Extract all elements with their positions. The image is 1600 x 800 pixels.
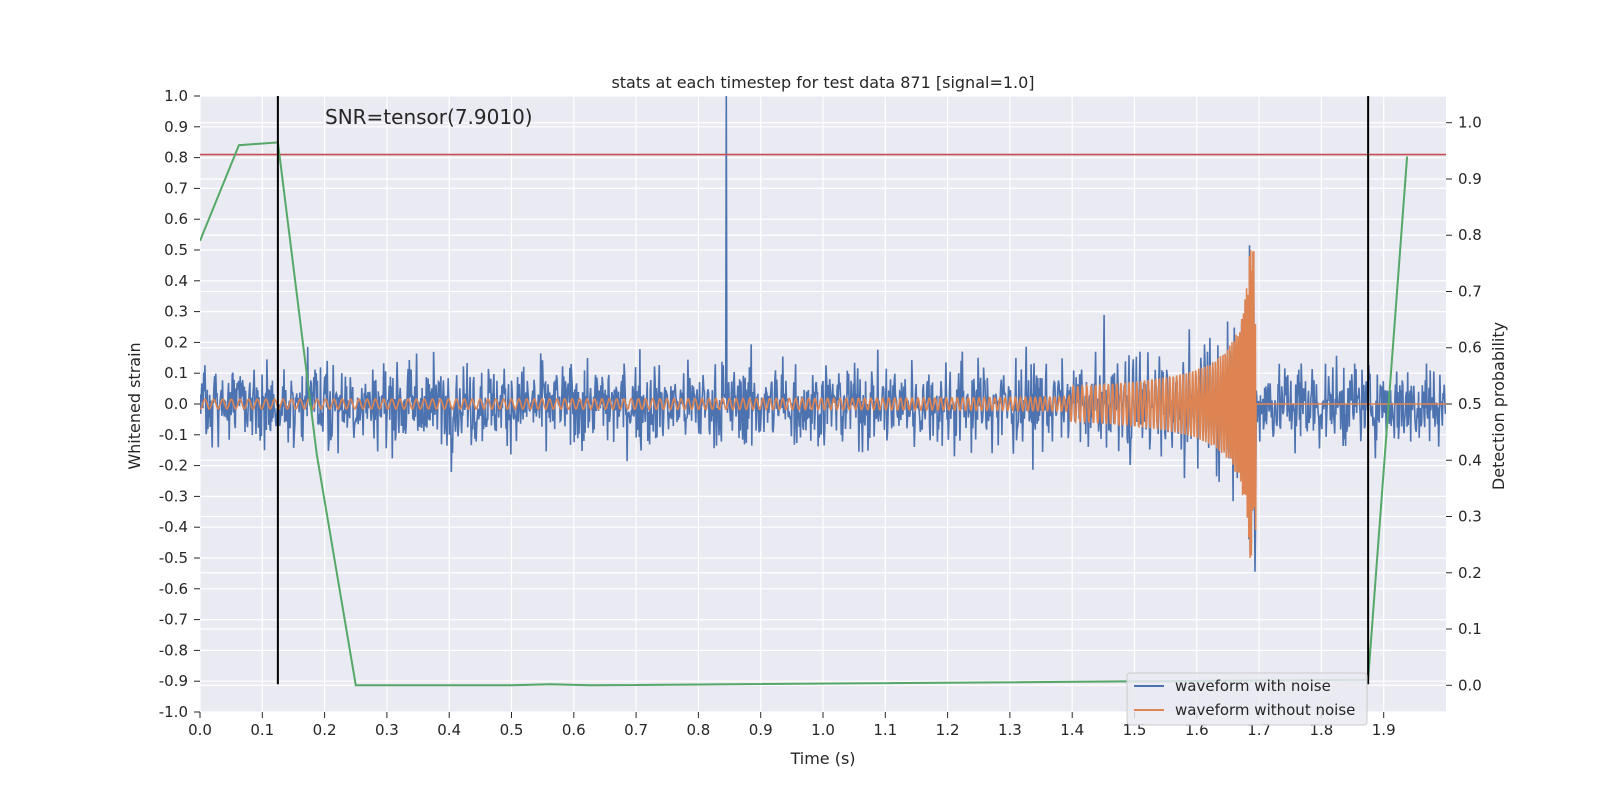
right-tick-label: 0.9: [1458, 170, 1482, 188]
right-axis-ticks: 0.0 0.1 0.2 0.3 0.4 0.5 0.6 0.7 0.8 0.9 1.0: [1446, 114, 1482, 694]
y-tick-label: -0.4: [159, 518, 188, 536]
right-tick-label: 0.4: [1458, 451, 1482, 469]
y-tick-label: 0.0: [164, 395, 188, 413]
x-axis-label: Time (s): [789, 749, 855, 768]
right-tick-label: 1.0: [1458, 114, 1482, 132]
plot-series-group: [200, 96, 1446, 687]
x-tick-label: 1.9: [1372, 721, 1396, 739]
x-tick-label: 0.2: [313, 721, 337, 739]
right-tick-label: 0.7: [1458, 282, 1482, 300]
y-tick-label: -0.1: [159, 426, 188, 444]
y-tick-label: 0.1: [164, 364, 188, 382]
y-tick-label: 0.2: [164, 333, 188, 351]
series-line-detection-probability: [200, 141, 1409, 687]
x-tick-label: 0.5: [500, 721, 524, 739]
y-tick-label: -0.8: [159, 641, 188, 659]
x-tick-label: 0.0: [188, 721, 212, 739]
x-tick-label: 1.2: [936, 721, 960, 739]
snr-annotation: SNR=tensor(7.9010): [325, 105, 533, 129]
y-tick-label: -0.3: [159, 487, 188, 505]
right-tick-label: 0.5: [1458, 395, 1482, 413]
y-tick-label: 0.5: [164, 241, 188, 259]
x-tick-label: 1.4: [1060, 721, 1084, 739]
y-tick-label: 0.8: [164, 149, 188, 167]
legend-label-clean: waveform without noise: [1175, 701, 1355, 719]
chart-title: stats at each timestep for test data 871…: [611, 73, 1034, 92]
y-tick-label: -0.2: [159, 457, 188, 475]
right-axis-label: Detection probability: [1489, 322, 1508, 490]
y-tick-label: -0.7: [159, 611, 188, 629]
y-tick-label: 0.7: [164, 179, 188, 197]
x-tick-label: 1.3: [998, 721, 1022, 739]
x-tick-label: 0.6: [562, 721, 586, 739]
y-tick-label: -0.6: [159, 580, 188, 598]
y-tick-label: 1.0: [164, 87, 188, 105]
right-tick-label: 0.0: [1458, 676, 1482, 694]
y-tick-label: 0.3: [164, 303, 188, 321]
legend: waveform with noise waveform without noi…: [1126, 672, 1368, 726]
y-tick-label: 0.6: [164, 210, 188, 228]
legend-box: [1126, 672, 1368, 726]
x-tick-label: 0.1: [250, 721, 274, 739]
x-tick-label: 1.0: [811, 721, 835, 739]
x-tick-label: 0.8: [686, 721, 710, 739]
y-axis-label: Whitened strain: [125, 342, 144, 469]
y-tick-label: -1.0: [159, 703, 188, 721]
right-tick-label: 0.6: [1458, 339, 1482, 357]
right-tick-label: 0.3: [1458, 508, 1482, 526]
legend-label-noise: waveform with noise: [1175, 677, 1331, 695]
y-axis-ticks: -1.0 -0.9 -0.8 -0.7 -0.6 -0.5 -0.4 -0.3 -0.2 -0.1…: [159, 87, 200, 721]
right-tick-label: 0.1: [1458, 620, 1482, 638]
x-tick-label: 0.7: [624, 721, 648, 739]
x-tick-label: 0.3: [375, 721, 399, 739]
y-tick-label: -0.9: [159, 672, 188, 690]
right-tick-label: 0.2: [1458, 564, 1482, 582]
x-tick-label: 0.9: [749, 721, 773, 739]
y-tick-label: 0.9: [164, 118, 188, 136]
y-tick-label: -0.5: [159, 549, 188, 567]
x-tick-label: 1.1: [873, 721, 897, 739]
series-line-waveform-without-noise: [200, 249, 1446, 559]
y-tick-label: 0.4: [164, 272, 188, 290]
right-tick-label: 0.8: [1458, 226, 1482, 244]
x-axis-ticks: 0.0 0.1 0.2 0.3 0.4 0.5 0.6 0.7 0.8 0.9 1.0 1.1 1.2 1…: [188, 712, 1396, 739]
x-tick-label: 0.4: [437, 721, 461, 739]
